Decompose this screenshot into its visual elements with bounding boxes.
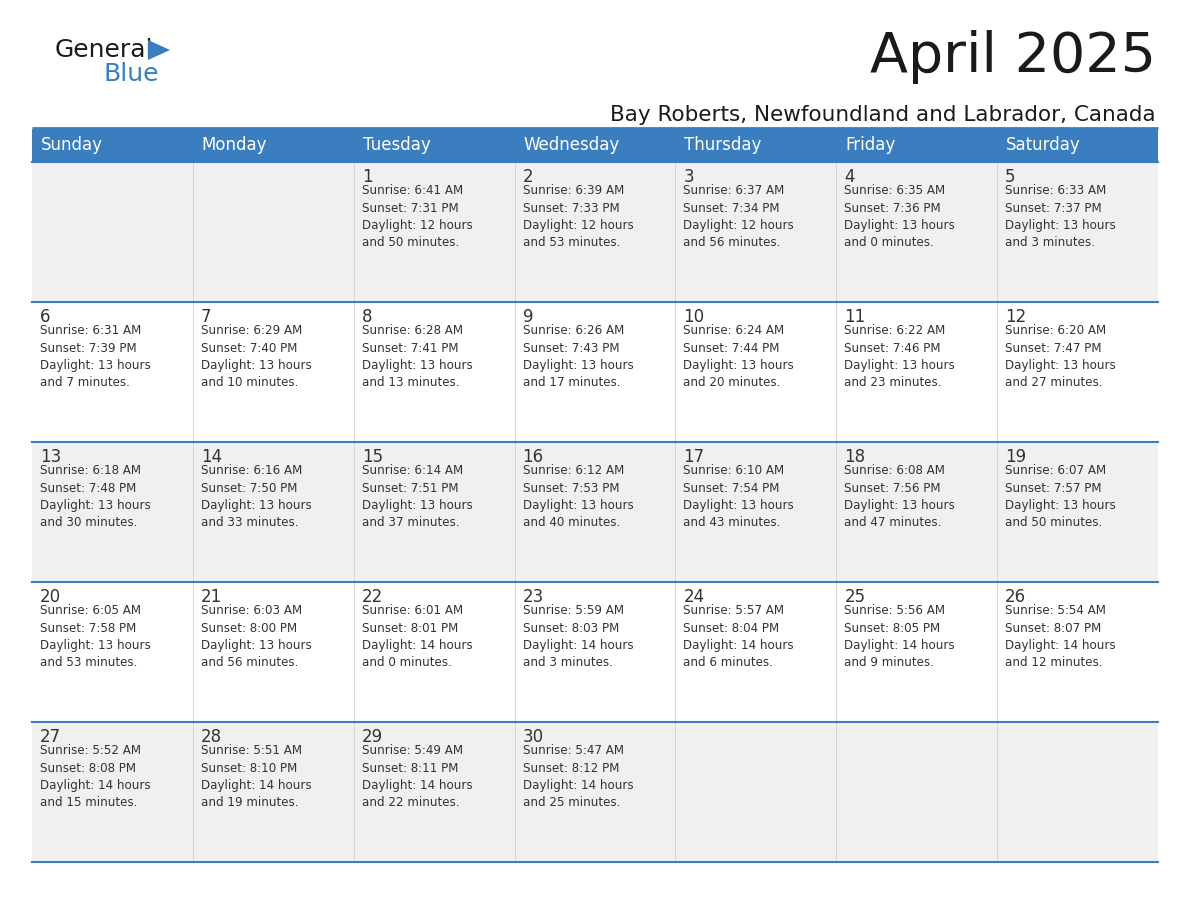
Polygon shape — [148, 40, 170, 60]
Text: Sunday: Sunday — [42, 137, 103, 154]
Bar — [32, 302, 1158, 442]
Text: Sunrise: 6:24 AM
Sunset: 7:44 PM
Daylight: 13 hours
and 20 minutes.: Sunrise: 6:24 AM Sunset: 7:44 PM Dayligh… — [683, 324, 795, 389]
Text: 20: 20 — [40, 588, 61, 606]
Text: 23: 23 — [523, 588, 544, 606]
Text: 9: 9 — [523, 308, 533, 326]
Text: Sunrise: 6:12 AM
Sunset: 7:53 PM
Daylight: 13 hours
and 40 minutes.: Sunrise: 6:12 AM Sunset: 7:53 PM Dayligh… — [523, 464, 633, 530]
Text: Thursday: Thursday — [684, 137, 762, 154]
Text: Sunrise: 6:05 AM
Sunset: 7:58 PM
Daylight: 13 hours
and 53 minutes.: Sunrise: 6:05 AM Sunset: 7:58 PM Dayligh… — [40, 604, 151, 669]
Text: Sunrise: 6:16 AM
Sunset: 7:50 PM
Daylight: 13 hours
and 33 minutes.: Sunrise: 6:16 AM Sunset: 7:50 PM Dayligh… — [201, 464, 311, 530]
Text: Sunrise: 6:35 AM
Sunset: 7:36 PM
Daylight: 13 hours
and 0 minutes.: Sunrise: 6:35 AM Sunset: 7:36 PM Dayligh… — [845, 184, 955, 250]
Text: 13: 13 — [40, 448, 62, 466]
Text: 21: 21 — [201, 588, 222, 606]
Text: Sunrise: 6:18 AM
Sunset: 7:48 PM
Daylight: 13 hours
and 30 minutes.: Sunrise: 6:18 AM Sunset: 7:48 PM Dayligh… — [40, 464, 151, 530]
Text: Sunrise: 6:08 AM
Sunset: 7:56 PM
Daylight: 13 hours
and 47 minutes.: Sunrise: 6:08 AM Sunset: 7:56 PM Dayligh… — [845, 464, 955, 530]
Text: Sunrise: 5:57 AM
Sunset: 8:04 PM
Daylight: 14 hours
and 6 minutes.: Sunrise: 5:57 AM Sunset: 8:04 PM Dayligh… — [683, 604, 794, 669]
Text: Sunrise: 5:56 AM
Sunset: 8:05 PM
Daylight: 14 hours
and 9 minutes.: Sunrise: 5:56 AM Sunset: 8:05 PM Dayligh… — [845, 604, 955, 669]
Text: Sunrise: 5:47 AM
Sunset: 8:12 PM
Daylight: 14 hours
and 25 minutes.: Sunrise: 5:47 AM Sunset: 8:12 PM Dayligh… — [523, 744, 633, 810]
Text: 19: 19 — [1005, 448, 1026, 466]
Text: Sunrise: 6:26 AM
Sunset: 7:43 PM
Daylight: 13 hours
and 17 minutes.: Sunrise: 6:26 AM Sunset: 7:43 PM Dayligh… — [523, 324, 633, 389]
Text: 12: 12 — [1005, 308, 1026, 326]
Text: Sunrise: 6:33 AM
Sunset: 7:37 PM
Daylight: 13 hours
and 3 minutes.: Sunrise: 6:33 AM Sunset: 7:37 PM Dayligh… — [1005, 184, 1116, 250]
Text: Sunrise: 6:28 AM
Sunset: 7:41 PM
Daylight: 13 hours
and 13 minutes.: Sunrise: 6:28 AM Sunset: 7:41 PM Dayligh… — [361, 324, 473, 389]
Text: 24: 24 — [683, 588, 704, 606]
Text: 11: 11 — [845, 308, 866, 326]
Text: 10: 10 — [683, 308, 704, 326]
Text: 25: 25 — [845, 588, 865, 606]
Bar — [32, 162, 1158, 302]
Text: Sunrise: 6:41 AM
Sunset: 7:31 PM
Daylight: 12 hours
and 50 minutes.: Sunrise: 6:41 AM Sunset: 7:31 PM Dayligh… — [361, 184, 473, 250]
Text: Friday: Friday — [846, 137, 896, 154]
Text: Sunrise: 6:20 AM
Sunset: 7:47 PM
Daylight: 13 hours
and 27 minutes.: Sunrise: 6:20 AM Sunset: 7:47 PM Dayligh… — [1005, 324, 1116, 389]
Text: Sunrise: 6:29 AM
Sunset: 7:40 PM
Daylight: 13 hours
and 10 minutes.: Sunrise: 6:29 AM Sunset: 7:40 PM Dayligh… — [201, 324, 311, 389]
Bar — [32, 442, 1158, 582]
Text: Saturday: Saturday — [1006, 137, 1081, 154]
Text: Bay Roberts, Newfoundland and Labrador, Canada: Bay Roberts, Newfoundland and Labrador, … — [611, 105, 1156, 125]
Text: Sunrise: 6:37 AM
Sunset: 7:34 PM
Daylight: 12 hours
and 56 minutes.: Sunrise: 6:37 AM Sunset: 7:34 PM Dayligh… — [683, 184, 795, 250]
Text: Sunrise: 6:01 AM
Sunset: 8:01 PM
Daylight: 14 hours
and 0 minutes.: Sunrise: 6:01 AM Sunset: 8:01 PM Dayligh… — [361, 604, 473, 669]
Text: Sunrise: 5:54 AM
Sunset: 8:07 PM
Daylight: 14 hours
and 12 minutes.: Sunrise: 5:54 AM Sunset: 8:07 PM Dayligh… — [1005, 604, 1116, 669]
Text: Wednesday: Wednesday — [524, 137, 620, 154]
Text: 26: 26 — [1005, 588, 1026, 606]
Text: 29: 29 — [361, 728, 383, 746]
Text: Sunrise: 6:10 AM
Sunset: 7:54 PM
Daylight: 13 hours
and 43 minutes.: Sunrise: 6:10 AM Sunset: 7:54 PM Dayligh… — [683, 464, 795, 530]
Text: 5: 5 — [1005, 168, 1016, 186]
Text: 30: 30 — [523, 728, 544, 746]
Text: April 2025: April 2025 — [870, 30, 1156, 84]
Text: General: General — [55, 38, 153, 62]
Text: 1: 1 — [361, 168, 372, 186]
Text: Sunrise: 5:49 AM
Sunset: 8:11 PM
Daylight: 14 hours
and 22 minutes.: Sunrise: 5:49 AM Sunset: 8:11 PM Dayligh… — [361, 744, 473, 810]
Text: Sunrise: 6:22 AM
Sunset: 7:46 PM
Daylight: 13 hours
and 23 minutes.: Sunrise: 6:22 AM Sunset: 7:46 PM Dayligh… — [845, 324, 955, 389]
Text: Sunrise: 6:39 AM
Sunset: 7:33 PM
Daylight: 12 hours
and 53 minutes.: Sunrise: 6:39 AM Sunset: 7:33 PM Dayligh… — [523, 184, 633, 250]
Text: Sunrise: 6:03 AM
Sunset: 8:00 PM
Daylight: 13 hours
and 56 minutes.: Sunrise: 6:03 AM Sunset: 8:00 PM Dayligh… — [201, 604, 311, 669]
Text: 3: 3 — [683, 168, 694, 186]
Text: Sunrise: 5:51 AM
Sunset: 8:10 PM
Daylight: 14 hours
and 19 minutes.: Sunrise: 5:51 AM Sunset: 8:10 PM Dayligh… — [201, 744, 311, 810]
Text: Monday: Monday — [202, 137, 267, 154]
Text: 14: 14 — [201, 448, 222, 466]
Bar — [32, 722, 1158, 862]
Text: 17: 17 — [683, 448, 704, 466]
Text: Tuesday: Tuesday — [362, 137, 430, 154]
Text: 28: 28 — [201, 728, 222, 746]
Text: Sunrise: 6:31 AM
Sunset: 7:39 PM
Daylight: 13 hours
and 7 minutes.: Sunrise: 6:31 AM Sunset: 7:39 PM Dayligh… — [40, 324, 151, 389]
Text: 8: 8 — [361, 308, 372, 326]
Text: Sunrise: 5:52 AM
Sunset: 8:08 PM
Daylight: 14 hours
and 15 minutes.: Sunrise: 5:52 AM Sunset: 8:08 PM Dayligh… — [40, 744, 151, 810]
Text: 6: 6 — [40, 308, 51, 326]
Bar — [32, 582, 1158, 722]
Text: Sunrise: 6:14 AM
Sunset: 7:51 PM
Daylight: 13 hours
and 37 minutes.: Sunrise: 6:14 AM Sunset: 7:51 PM Dayligh… — [361, 464, 473, 530]
Text: 27: 27 — [40, 728, 61, 746]
Text: 18: 18 — [845, 448, 865, 466]
Text: 15: 15 — [361, 448, 383, 466]
Text: 16: 16 — [523, 448, 544, 466]
Text: Blue: Blue — [103, 62, 158, 86]
Bar — [32, 129, 1158, 162]
Text: Sunrise: 6:07 AM
Sunset: 7:57 PM
Daylight: 13 hours
and 50 minutes.: Sunrise: 6:07 AM Sunset: 7:57 PM Dayligh… — [1005, 464, 1116, 530]
Text: 4: 4 — [845, 168, 855, 186]
Text: 22: 22 — [361, 588, 383, 606]
Text: 7: 7 — [201, 308, 211, 326]
Text: 2: 2 — [523, 168, 533, 186]
Text: Sunrise: 5:59 AM
Sunset: 8:03 PM
Daylight: 14 hours
and 3 minutes.: Sunrise: 5:59 AM Sunset: 8:03 PM Dayligh… — [523, 604, 633, 669]
